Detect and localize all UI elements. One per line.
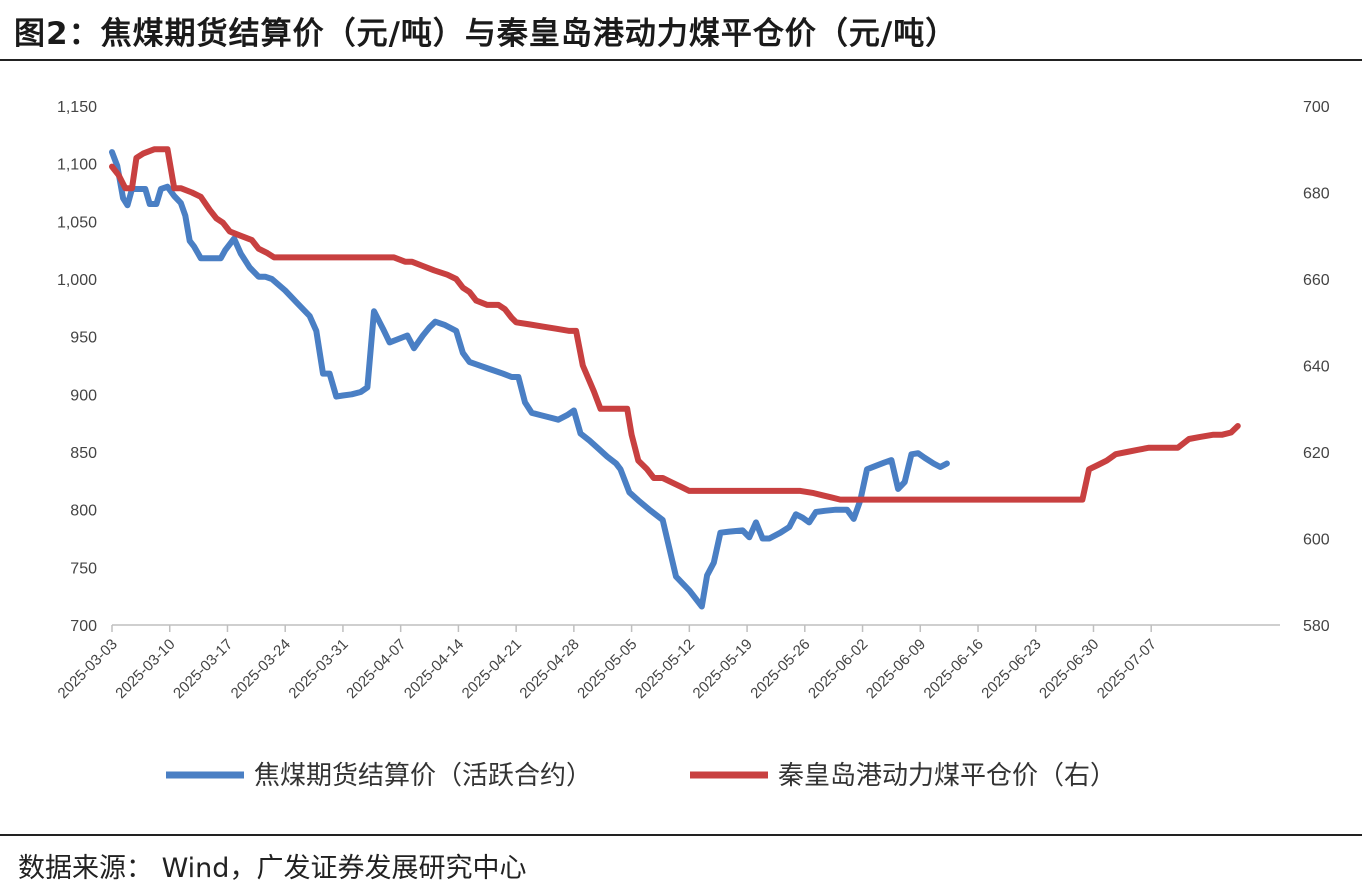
bottom-rule	[0, 834, 1362, 836]
top-rule	[0, 59, 1362, 61]
x-tick-label: 2025-03-10	[112, 636, 178, 702]
chart-title: 图2：焦煤期货结算价（元/吨）与秦皇岛港动力煤平仓价（元/吨）	[14, 16, 958, 52]
y-left-tick-label: 700	[70, 618, 97, 635]
x-tick-label: 2025-06-30	[1036, 636, 1102, 702]
x-tick-label: 2025-05-19	[690, 636, 756, 702]
x-tick-label: 2025-03-03	[55, 636, 121, 702]
series-line-coking-coal	[109, 149, 950, 610]
x-tick-label: 2025-03-31	[285, 636, 351, 702]
y-right-tick-label: 600	[1303, 532, 1330, 549]
x-tick-label: 2025-04-21	[459, 636, 525, 702]
y-left-tick-label: 800	[70, 503, 97, 520]
y-left-tick-label: 900	[70, 387, 97, 404]
x-tick-label: 2025-06-23	[978, 636, 1044, 702]
y-right-tick-label: 700	[1303, 99, 1330, 116]
series-layer	[109, 146, 1241, 610]
legend-label-thermal-coal: 秦皇岛港动力煤平仓价（右）	[778, 761, 1116, 791]
x-tick-label: 2025-07-07	[1094, 636, 1160, 702]
y-left-tick-label: 1,050	[57, 214, 97, 231]
x-tick-label: 2025-05-05	[574, 636, 640, 702]
legend-label-coking-coal: 焦煤期货结算价（活跃合约）	[254, 761, 592, 791]
source-note: 数据来源： Wind，广发证券发展研究中心	[18, 853, 527, 884]
x-tick-label: 2025-04-14	[401, 636, 467, 702]
x-tick-label: 2025-03-17	[170, 636, 236, 702]
y-left-tick-label: 950	[70, 330, 97, 347]
y-left-tick-label: 1,100	[57, 157, 97, 174]
y-left-tick-label: 750	[70, 560, 97, 577]
x-tick-label: 2025-05-26	[747, 636, 813, 702]
x-tick-label: 2025-04-07	[343, 636, 409, 702]
x-tick-label: 2025-04-28	[516, 636, 582, 702]
x-tick-label: 2025-06-16	[921, 636, 987, 702]
y-right-tick-label: 680	[1303, 186, 1330, 203]
y-right-tick-label: 620	[1303, 445, 1330, 462]
x-tick-label: 2025-06-02	[805, 636, 871, 702]
y-right-tick-label: 580	[1303, 618, 1330, 635]
x-tick-label: 2025-03-24	[228, 636, 294, 702]
y-right-tick-label: 640	[1303, 359, 1330, 376]
x-tick-label: 2025-05-12	[632, 636, 698, 702]
y-left-tick-label: 1,150	[57, 99, 97, 116]
y-right-tick-label: 660	[1303, 272, 1330, 289]
series-line-thermal-coal	[109, 146, 1241, 503]
y-left-tick-label: 850	[70, 445, 97, 462]
y-left-tick-label: 1,000	[57, 272, 97, 289]
x-tick-label: 2025-06-09	[863, 636, 929, 702]
axes-layer: 2025-03-032025-03-102025-03-172025-03-24…	[55, 99, 1330, 702]
dual-axis-line-chart: 2025-03-032025-03-102025-03-172025-03-24…	[55, 99, 1330, 791]
legend: 焦煤期货结算价（活跃合约） 秦皇岛港动力煤平仓价（右）	[166, 761, 1116, 791]
